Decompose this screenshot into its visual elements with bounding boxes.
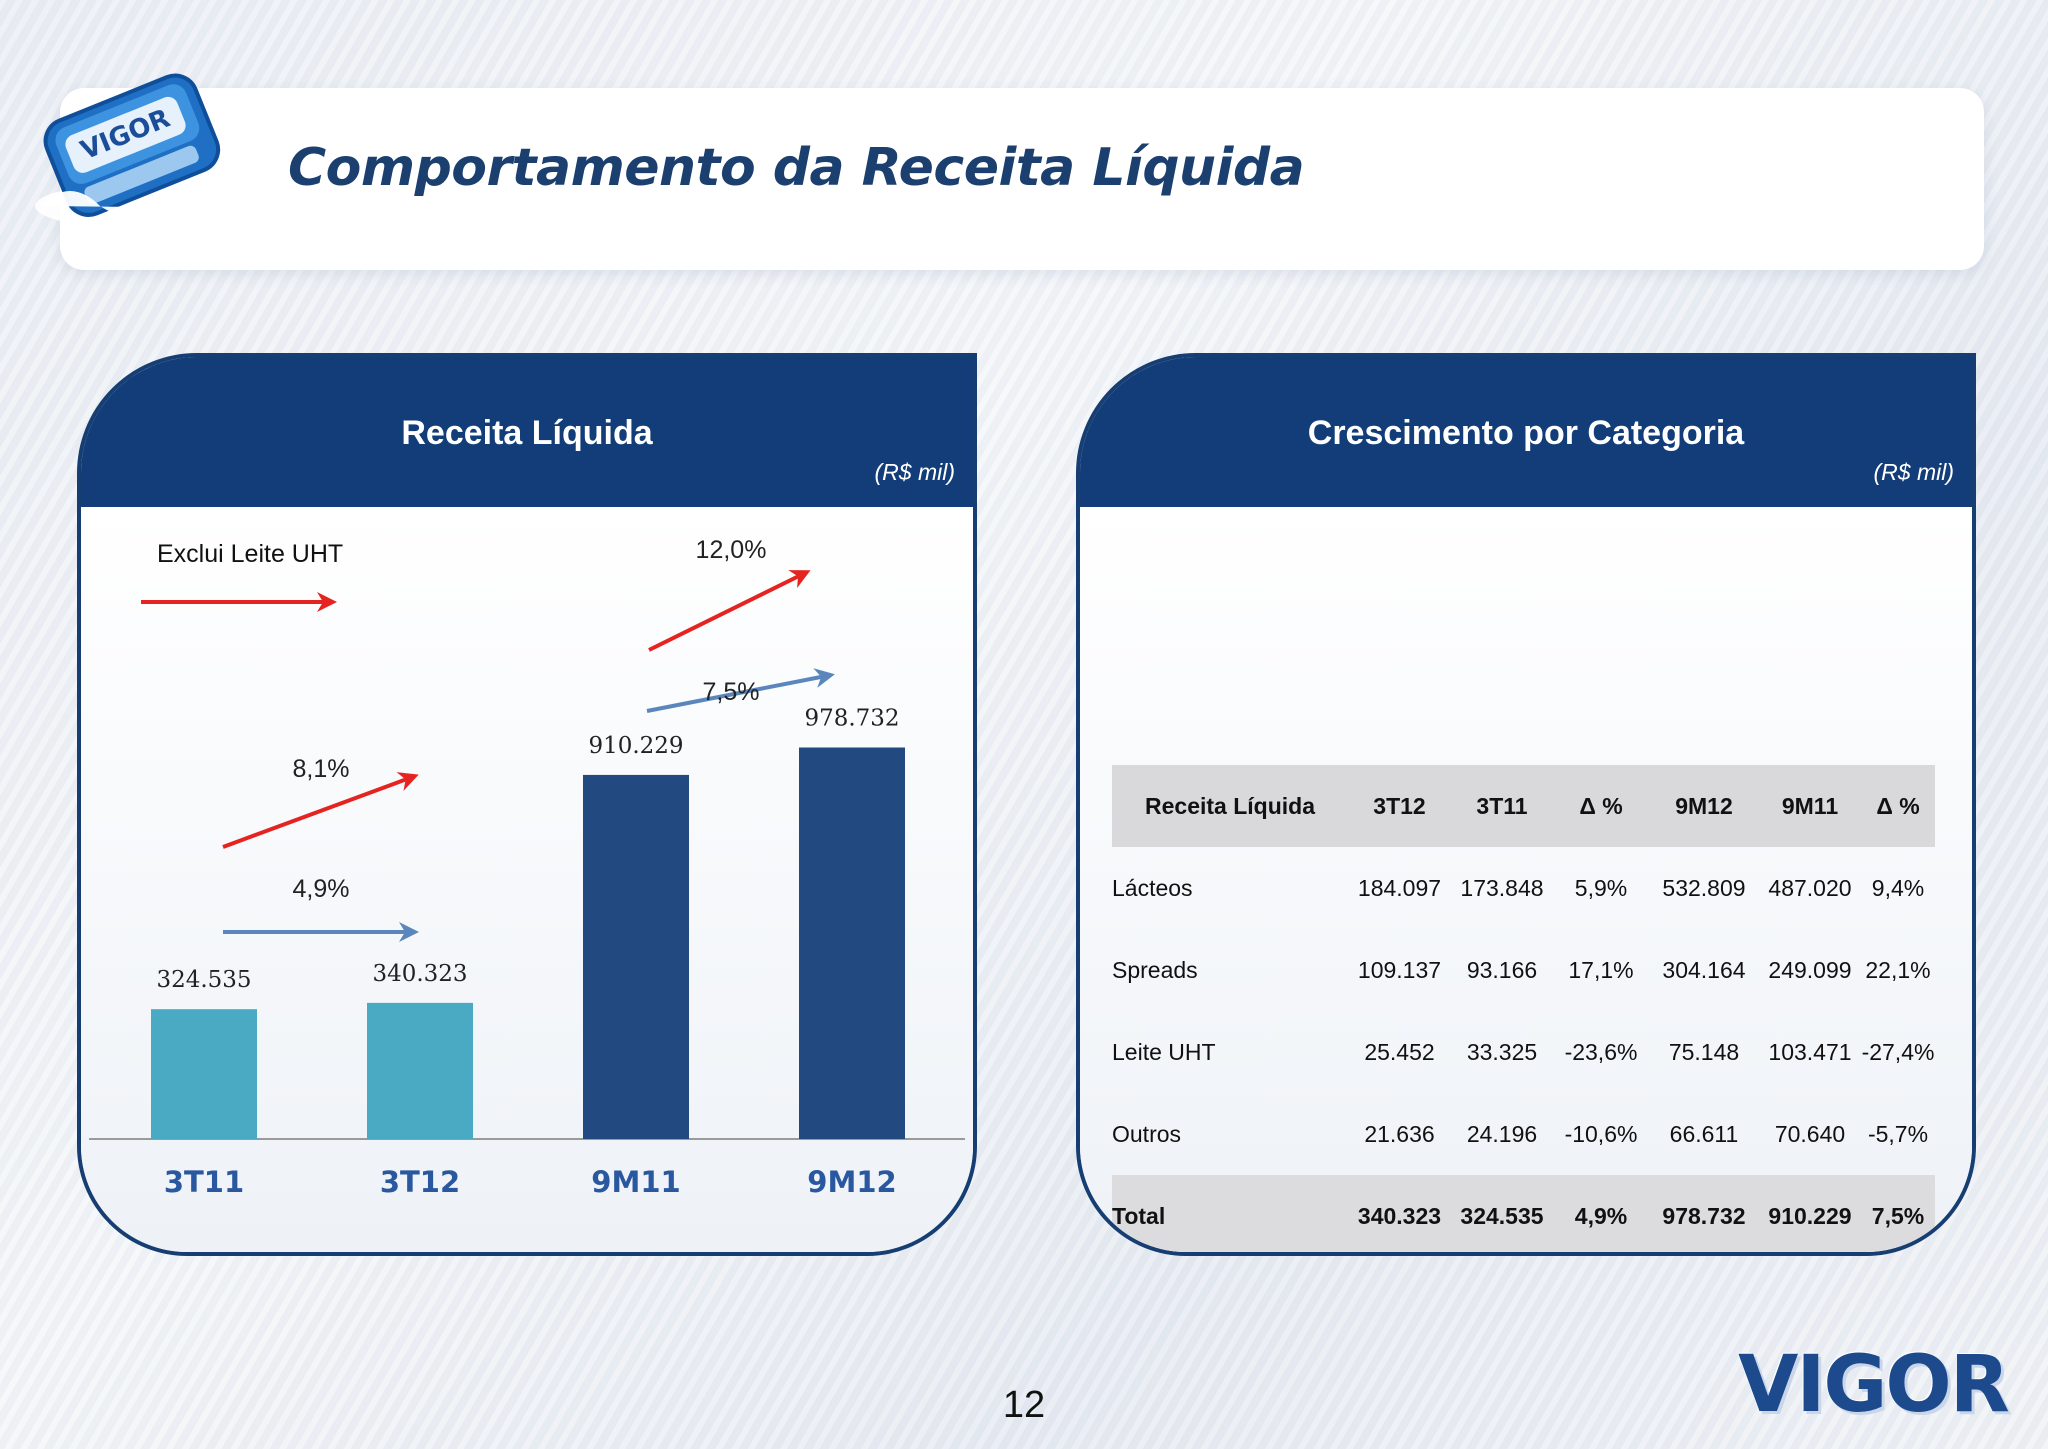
table-cell: 93.166 bbox=[1466, 956, 1538, 983]
title-banner: Comportamento da Receita Líquida bbox=[60, 88, 1984, 270]
growth-arrow bbox=[648, 570, 811, 652]
table-cell: -27,4% bbox=[1861, 1038, 1935, 1065]
growth-arrow bbox=[646, 668, 835, 713]
bar bbox=[799, 747, 905, 1139]
table-cell: 910.229 bbox=[1768, 1202, 1852, 1229]
x-tick-label: 9M11 bbox=[591, 1165, 680, 1199]
table-header: Receita Líquida bbox=[1145, 792, 1315, 819]
table-cell: 4,9% bbox=[1574, 1202, 1628, 1229]
table-cell: -5,7% bbox=[1867, 1120, 1929, 1147]
table-cell: 70.640 bbox=[1774, 1120, 1846, 1147]
bar-value-label: 978.732 bbox=[804, 706, 899, 732]
bar-value-label: 340.323 bbox=[372, 961, 467, 987]
table-header: 3T11 bbox=[1476, 792, 1528, 819]
category-table: Receita Líquida 3T12 3T11 Δ % 9M12 9M11 … bbox=[1112, 765, 1935, 1252]
table-cell: Lácteos bbox=[1112, 874, 1193, 901]
bar bbox=[151, 1009, 257, 1139]
table-header: 3T12 bbox=[1373, 792, 1426, 819]
table-cell: 24.196 bbox=[1466, 1120, 1538, 1147]
table-cell: 173.848 bbox=[1460, 874, 1544, 901]
growth-label: 8,1% bbox=[293, 755, 350, 783]
table-cell: 75.148 bbox=[1668, 1038, 1740, 1065]
growth-label: 7,5% bbox=[703, 678, 760, 706]
table-row: Lácteos 184.097 173.848 5,9% 532.809 487… bbox=[1112, 847, 1935, 929]
vigor-logo: VIGOR bbox=[1738, 1340, 2010, 1430]
category-panel-header: Crescimento por Categoria (R$ mil) bbox=[1080, 357, 1972, 507]
product-image: VIGOR bbox=[35, 73, 230, 228]
legend-note: Exclui Leite UHT bbox=[157, 540, 343, 568]
table-cell: 978.732 bbox=[1662, 1202, 1746, 1229]
table-cell: -10,6% bbox=[1564, 1120, 1638, 1147]
table-cell: 5,9% bbox=[1574, 874, 1628, 901]
table-header-row: Receita Líquida 3T12 3T11 Δ % 9M12 9M11 … bbox=[1112, 765, 1935, 847]
table-row: Leite UHT 25.452 33.325 -23,6% 75.148 10… bbox=[1112, 1011, 1935, 1093]
category-panel-title: Crescimento por Categoria bbox=[1307, 414, 1745, 452]
x-tick-label: 9M12 bbox=[807, 1165, 896, 1199]
table-cell: 66.611 bbox=[1669, 1120, 1739, 1147]
revenue-panel-unit: (R$ mil) bbox=[874, 459, 956, 485]
bar-value-label: 910.229 bbox=[588, 733, 683, 759]
table-cell: 304.164 bbox=[1662, 956, 1746, 983]
table-cell: -23,6% bbox=[1564, 1038, 1638, 1065]
table-header: 9M11 bbox=[1781, 792, 1839, 819]
table-cell: 25.452 bbox=[1364, 1038, 1435, 1065]
table-cell: 532.809 bbox=[1662, 874, 1746, 901]
table-cell: 9,4% bbox=[1871, 874, 1925, 901]
table-cell: 103.471 bbox=[1768, 1038, 1852, 1065]
revenue-panel: Receita Líquida (R$ mil) 324.535 3T11 340.… bbox=[77, 353, 977, 1256]
table-cell: 22,1% bbox=[1865, 956, 1931, 983]
category-panel-unit: (R$ mil) bbox=[1873, 459, 1955, 485]
bar bbox=[583, 774, 689, 1139]
table-cell: 7,5% bbox=[1871, 1202, 1925, 1229]
table-cell: Total bbox=[1112, 1202, 1166, 1229]
bar bbox=[367, 1002, 473, 1139]
table-cell: 184.097 bbox=[1357, 874, 1442, 901]
table-cell: Leite UHT bbox=[1112, 1038, 1216, 1065]
growth-label: 4,9% bbox=[293, 875, 350, 903]
growth-arrow bbox=[222, 772, 419, 849]
table-cell: Outros bbox=[1112, 1120, 1182, 1147]
revenue-chart-area: 324.535 3T11 340.323 3T12 910.229 9M11 978.732… bbox=[81, 507, 973, 1252]
table-cell: 324.535 bbox=[1460, 1202, 1544, 1229]
page-title: Comportamento da Receita Líquida bbox=[288, 138, 1305, 198]
page-number: 12 bbox=[1002, 1384, 1046, 1426]
x-tick-label: 3T11 bbox=[164, 1165, 244, 1199]
table-cell: 340.323 bbox=[1357, 1202, 1442, 1229]
table-header: Δ % bbox=[1876, 792, 1920, 819]
table-row: Spreads 109.137 93.166 17,1% 304.164 249… bbox=[1112, 929, 1935, 1011]
bar-value-label: 324.535 bbox=[156, 967, 251, 993]
table-cell: 249.099 bbox=[1768, 956, 1852, 983]
growth-label: 12,0% bbox=[696, 536, 767, 564]
table-header: 9M12 bbox=[1675, 792, 1733, 819]
category-panel: Crescimento por Categoria (R$ mil) Recei… bbox=[1076, 353, 1976, 1256]
table-cell: 487.020 bbox=[1768, 874, 1852, 901]
table-cell: 21.636 bbox=[1364, 1120, 1435, 1147]
table-cell: Spreads bbox=[1112, 956, 1198, 983]
table-header: Δ % bbox=[1579, 792, 1623, 819]
revenue-bar-chart: 324.535 3T11 340.323 3T12 910.229 9M11 978.732… bbox=[89, 536, 965, 1199]
revenue-panel-title: Receita Líquida bbox=[401, 414, 653, 452]
x-tick-label: 3T12 bbox=[380, 1165, 460, 1199]
category-table-area: Receita Líquida 3T12 3T11 Δ % 9M12 9M11 … bbox=[1080, 507, 1972, 1252]
table-cell: 33.325 bbox=[1466, 1038, 1538, 1065]
table-total-row: Total 340.323 324.535 4,9% 978.732 910.2… bbox=[1112, 1175, 1935, 1252]
table-cell: 109.137 bbox=[1357, 956, 1442, 983]
table-cell: 17,1% bbox=[1568, 956, 1634, 983]
table-row: Outros 21.636 24.196 -10,6% 66.611 70.64… bbox=[1112, 1093, 1935, 1175]
revenue-panel-header: Receita Líquida (R$ mil) bbox=[81, 357, 973, 507]
